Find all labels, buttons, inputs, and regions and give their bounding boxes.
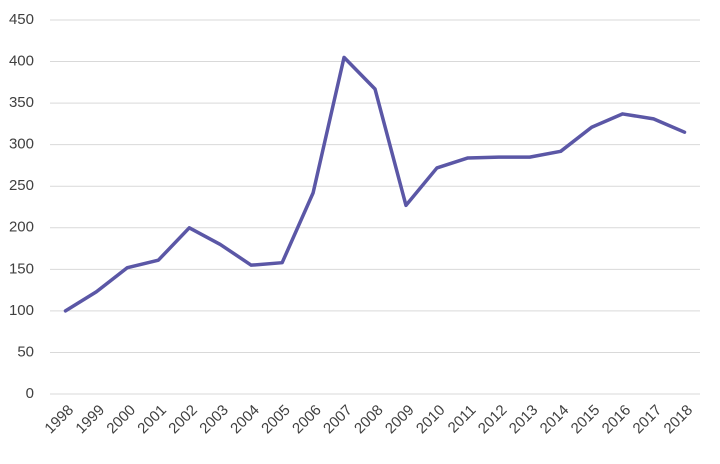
x-tick-label: 2000 [103,402,139,438]
y-tick-label: 150 [9,260,34,277]
x-tick-label: 2005 [258,402,294,438]
x-tick-label: 2001 [134,402,170,438]
y-tick-label: 250 [9,177,34,194]
x-tick-label: 1999 [72,402,108,438]
x-tick-label: 2007 [320,402,356,438]
x-tick-label: 2004 [227,402,263,438]
x-tick-label: 2009 [382,402,418,438]
data-line [63,55,687,313]
x-tick-label: 2013 [506,402,542,438]
y-tick-label: 300 [9,136,34,153]
y-tick-label: 200 [9,219,34,236]
x-tick-label: 2018 [661,402,697,438]
x-tick-label: 1998 [41,402,77,438]
x-tick-label: 2003 [196,402,232,438]
y-tick-label: 0 [26,385,34,402]
x-tick-label: 2011 [445,402,480,437]
x-tick-label: 2002 [165,402,201,438]
y-tick-label: 50 [17,343,34,360]
x-tick-label: 2006 [289,402,325,438]
x-tick-label: 2012 [475,402,511,438]
x-tick-label: 2016 [599,402,635,438]
y-tick-label: 350 [9,94,34,111]
x-tick-label: 2015 [568,402,604,438]
y-tick-label: 100 [9,302,34,319]
y-tick-label: 450 [9,11,34,28]
x-tick-label: 2014 [537,402,573,438]
x-tick-label: 2017 [630,402,666,438]
x-tick-label: 2010 [413,402,449,438]
x-tick-label: 2008 [351,402,387,438]
y-tick-label: 400 [9,53,34,70]
